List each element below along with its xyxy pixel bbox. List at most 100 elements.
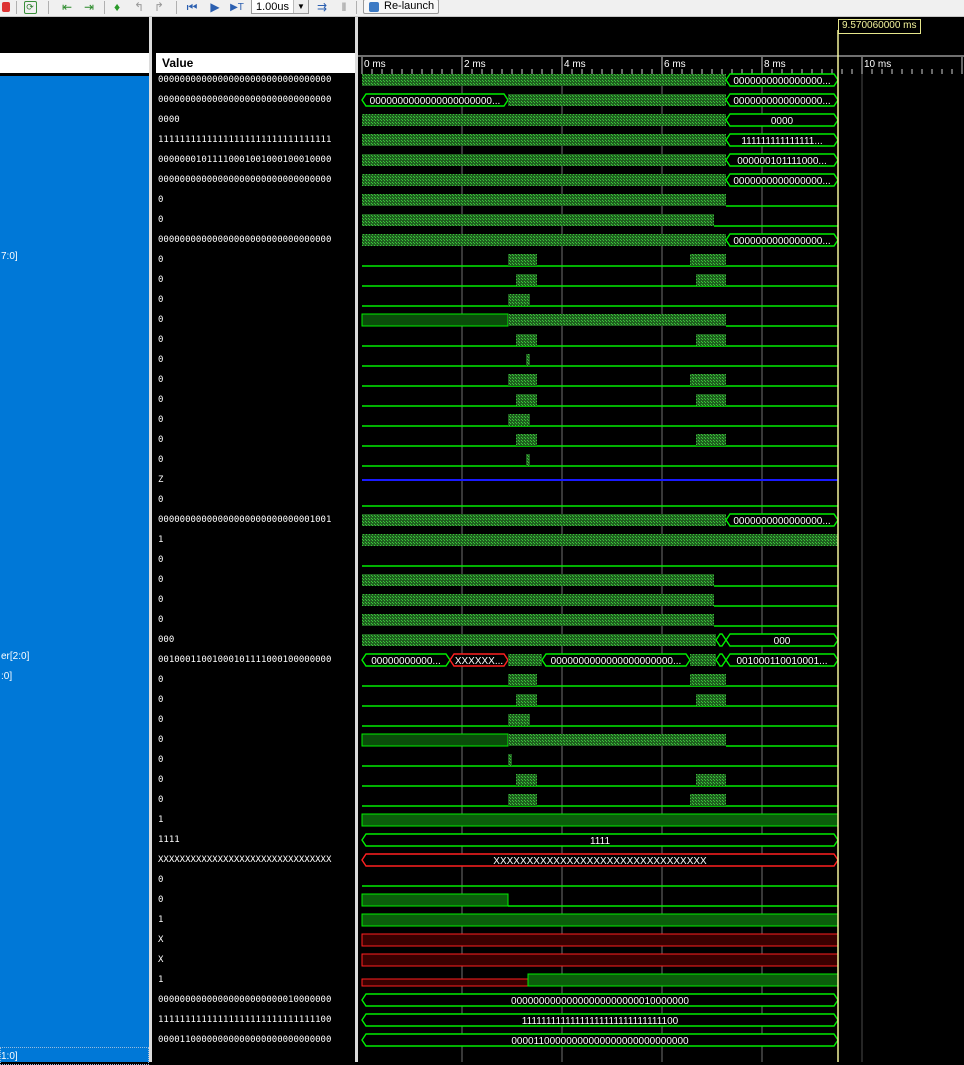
value-column-header[interactable]: Value bbox=[156, 53, 355, 73]
signal-value[interactable]: 0 bbox=[158, 495, 164, 505]
run-for-icon[interactable]: ▶T bbox=[230, 1, 244, 13]
signal-value[interactable]: 0 bbox=[158, 775, 164, 785]
signal-value[interactable]: 0 bbox=[158, 355, 164, 365]
relaunch-button[interactable]: Re-launch bbox=[363, 0, 439, 14]
waveform-activity bbox=[516, 774, 537, 786]
signal-value[interactable]: 00000000000000000000000010000000 bbox=[158, 995, 332, 1005]
waveform-activity bbox=[362, 174, 726, 186]
signal-value[interactable]: 0 bbox=[158, 735, 164, 745]
panel-splitter[interactable] bbox=[149, 17, 152, 1062]
signal-value[interactable]: 00000000000000000000000000001001 bbox=[158, 515, 332, 525]
signal-value[interactable]: 00000000000000000000000000000000 bbox=[158, 175, 332, 185]
signal-value[interactable]: XXXXXXXXXXXXXXXXXXXXXXXXXXXXXXXX bbox=[158, 855, 332, 865]
waveform-activity bbox=[362, 74, 726, 86]
signal-value[interactable]: 0 bbox=[158, 695, 164, 705]
signal-value[interactable]: 0 bbox=[158, 795, 164, 805]
signal-value[interactable]: 00000000000000000000000000000000 bbox=[158, 95, 332, 105]
signal-value[interactable]: 0 bbox=[158, 255, 164, 265]
reload-icon[interactable]: ⟳ bbox=[22, 0, 38, 14]
signal-value[interactable]: 0 bbox=[158, 335, 164, 345]
waveform-activity bbox=[516, 434, 537, 446]
restart-icon[interactable]: ⏮ bbox=[186, 0, 198, 14]
marker-icon[interactable]: ♦ bbox=[113, 0, 121, 14]
step-back-icon[interactable]: ⇤ bbox=[61, 0, 73, 14]
x-state-segment bbox=[361, 978, 529, 987]
signal-name-label[interactable]: er[2:0] bbox=[1, 651, 30, 662]
bus-value-label: 0000 bbox=[771, 116, 794, 127]
signal-value[interactable]: 11111111111111111111111111111100 bbox=[158, 1015, 332, 1025]
signal-value[interactable]: 00000000000000000000000000000000 bbox=[158, 235, 332, 245]
signal-name-label[interactable]: 1:0] bbox=[1, 1051, 18, 1062]
step-forward-icon[interactable]: ⇥ bbox=[83, 0, 95, 14]
signal-value[interactable]: X bbox=[158, 955, 164, 965]
waveform-activity bbox=[690, 254, 726, 266]
goto-next-icon[interactable]: ↱ bbox=[153, 0, 165, 14]
signal-value[interactable]: 00001100000000000000000000000000 bbox=[158, 1035, 332, 1045]
signal-value[interactable]: 0 bbox=[158, 275, 164, 285]
waveform-activity bbox=[362, 614, 714, 626]
signal-value[interactable]: 00000000000000000000000000000000 bbox=[158, 75, 332, 85]
signal-value[interactable]: 0 bbox=[158, 895, 164, 905]
signal-value[interactable]: 0 bbox=[158, 875, 164, 885]
signal-value[interactable]: 0 bbox=[158, 215, 164, 225]
timescale-dropdown[interactable]: 1.00us ▼ bbox=[251, 0, 309, 14]
cursor-time-label[interactable]: 9.570060000 ms bbox=[838, 19, 921, 34]
panel-splitter[interactable] bbox=[355, 17, 358, 1062]
waveform-activity bbox=[516, 694, 537, 706]
signal-value[interactable]: 1 bbox=[158, 815, 164, 825]
signal-value[interactable]: 0 bbox=[158, 715, 164, 725]
signal-value[interactable]: 0 bbox=[158, 395, 164, 405]
signal-value[interactable]: 0 bbox=[158, 375, 164, 385]
signal-value[interactable]: 0 bbox=[158, 195, 164, 205]
signal-value[interactable]: 0 bbox=[158, 415, 164, 425]
bus-value-label: 1111 bbox=[590, 836, 610, 847]
signal-name-label[interactable]: :0] bbox=[1, 671, 13, 682]
signal-value[interactable]: X bbox=[158, 935, 164, 945]
signal-value[interactable]: 1111 bbox=[158, 835, 180, 845]
signal-value[interactable]: 0 bbox=[158, 595, 164, 605]
signal-value[interactable]: 0 bbox=[158, 295, 164, 305]
waveform-high bbox=[527, 973, 839, 987]
refresh-icon[interactable] bbox=[0, 0, 12, 14]
signal-value[interactable]: 00000001011110001001000100010000 bbox=[158, 155, 332, 165]
pause-icon[interactable]: ‖ bbox=[341, 0, 347, 14]
bus-value-label: 00000000000... bbox=[371, 656, 441, 667]
signal-value[interactable]: 00100011001000101111000100000000 bbox=[158, 655, 332, 665]
signal-value[interactable]: 0 bbox=[158, 615, 164, 625]
signal-value[interactable]: 000 bbox=[158, 635, 175, 645]
waveform-activity bbox=[696, 774, 726, 786]
signal-value[interactable]: 0 bbox=[158, 455, 164, 465]
break-icon[interactable]: ⇉ bbox=[316, 0, 328, 14]
value-header-label: Value bbox=[162, 56, 194, 70]
signal-value[interactable]: 1 bbox=[158, 915, 164, 925]
signal-value[interactable]: 0 bbox=[158, 755, 164, 765]
signal-value[interactable]: 0 bbox=[158, 315, 164, 325]
signal-name-label[interactable]: 7:0] bbox=[1, 251, 18, 262]
signal-name-list[interactable]: 7:0] er[2:0] :0] 1:0] bbox=[0, 76, 149, 1062]
name-column-header[interactable] bbox=[0, 53, 149, 73]
signal-value[interactable]: 0 bbox=[158, 575, 164, 585]
waveform-high bbox=[361, 733, 509, 747]
signal-value[interactable]: 0 bbox=[158, 675, 164, 685]
signal-value[interactable]: 0000 bbox=[158, 115, 180, 125]
timescale-dropdown-icon[interactable]: ▼ bbox=[293, 0, 308, 13]
signal-value[interactable]: 1 bbox=[158, 535, 164, 545]
timeline-tick-label: 8 ms bbox=[764, 59, 786, 70]
x-state-segment bbox=[361, 953, 839, 967]
signal-value[interactable]: 0 bbox=[158, 555, 164, 565]
signal-value[interactable]: 0 bbox=[158, 435, 164, 445]
signal-value[interactable]: 11111111111111111111111111111111 bbox=[158, 135, 332, 145]
goto-previous-icon[interactable]: ↰ bbox=[133, 0, 145, 14]
waveform-activity bbox=[508, 674, 537, 686]
waveform-activity bbox=[508, 754, 512, 766]
bus-value-label: 11111111111111111111111111111100 bbox=[522, 1016, 679, 1027]
waveform-activity bbox=[362, 154, 726, 166]
signal-value[interactable]: 1 bbox=[158, 975, 164, 985]
waveform-activity bbox=[516, 274, 537, 286]
bus-value-label: 111111111111111... bbox=[741, 136, 822, 147]
signal-value[interactable]: Z bbox=[158, 475, 164, 485]
timeline-tick-label: 10 ms bbox=[864, 59, 891, 70]
bus-value-label: 0000000000000000... bbox=[733, 176, 830, 187]
run-icon[interactable]: ▶ bbox=[210, 0, 220, 14]
